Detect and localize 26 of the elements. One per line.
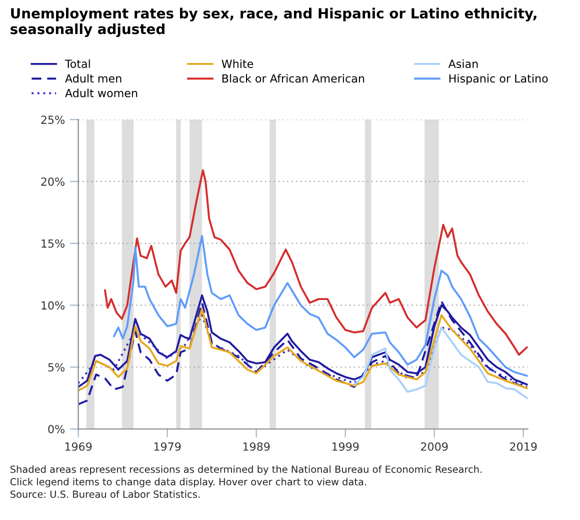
x-tick-label: 2009: [421, 442, 448, 451]
x-tick-label: 1989: [243, 442, 270, 451]
x-tick-label: 2019: [510, 442, 537, 451]
legend-label: Adult men: [65, 74, 122, 83]
x-tick-label: 1999: [332, 442, 359, 451]
chart-title: Unemployment rates by sex, race, and Hispanic or Latino ethnicity, seasonally adjusted: [10, 8, 536, 38]
legend-label: Black or African American: [222, 74, 364, 83]
y-tick-label: 25%: [41, 116, 64, 124]
text: Click legend items to change data display. Hover over chart to view data.: [10, 478, 366, 488]
y-tick-label: 15%: [42, 239, 64, 248]
y-tick-label: 0%: [48, 424, 64, 434]
y-tick-label: 10%: [42, 301, 64, 310]
y-tick-label: 5%: [48, 363, 64, 372]
line-series: [112, 234, 528, 377]
legend-label: Total: [64, 59, 90, 68]
legend-label: Adult women: [65, 88, 138, 98]
legend-label: White: [222, 59, 254, 68]
x-tick-label: 1969: [65, 442, 92, 451]
text: Shaded areas represent recessions as determined by the National Bureau of Economic Research.: [10, 465, 482, 475]
line-series: [353, 326, 528, 400]
legend-label: Hispanic or Latino: [449, 74, 548, 85]
y-tick-label: 20%: [41, 177, 64, 186]
source-note: Source: U.S. Bureau of Labor Statistics.: [10, 490, 200, 498]
x-tick-label: 1979: [154, 442, 181, 451]
line-series: [104, 169, 528, 356]
legend-label: Asian: [448, 59, 478, 68]
